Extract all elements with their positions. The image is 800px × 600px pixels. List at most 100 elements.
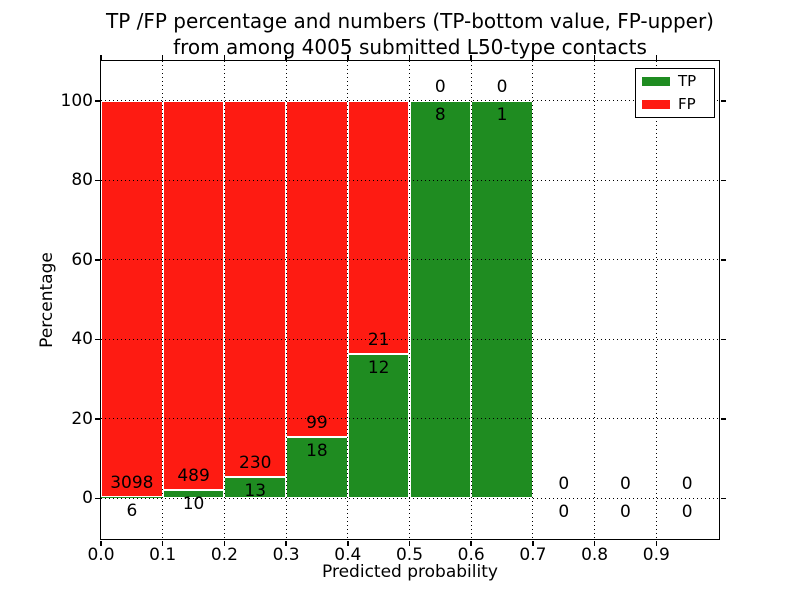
x-axis-tick-top — [100, 54, 102, 60]
x-tick-label: 0.1 — [149, 545, 177, 565]
bar-segment-tp — [409, 100, 472, 499]
bar-segment-fp — [286, 100, 348, 438]
y-axis-tick — [94, 259, 100, 261]
bar-segment-fp — [101, 100, 163, 498]
plot-area: TP FP 3098 6 489 10 230 13 99 18 21 12 0 8 0 1 0 0 0 0 0 0 0… — [61, 54, 726, 565]
y-axis-tick-right — [720, 179, 726, 181]
y-axis-tick — [94, 497, 100, 499]
x-axis-tick — [470, 540, 472, 546]
x-axis-tick — [285, 540, 287, 546]
gridline-vertical — [655, 61, 657, 539]
y-axis-tick-right — [720, 418, 726, 420]
x-axis-tick — [223, 540, 226, 546]
x-tick-label: 0.7 — [519, 545, 547, 565]
x-tick-label: 0.8 — [581, 545, 609, 565]
bar-count-fp: 21 — [367, 329, 390, 350]
y-axis-tick-right — [720, 497, 726, 499]
gridline-vertical — [470, 61, 472, 539]
y-axis-tick-right — [720, 338, 726, 340]
gridline-horizontal — [101, 100, 719, 102]
x-tick-label: 0.3 — [272, 545, 300, 565]
gridline-horizontal — [101, 259, 719, 261]
bar-count-fp: 99 — [306, 413, 328, 434]
y-axis-tick-right — [720, 100, 726, 102]
bar-segment-tp — [471, 100, 533, 499]
y-axis-tick-right — [720, 259, 726, 261]
gridline-vertical — [409, 61, 410, 539]
gridline-vertical — [223, 61, 225, 539]
y-tick-label: 0 — [82, 488, 93, 509]
x-axis-tick — [655, 540, 658, 546]
legend-label-tp: TP — [678, 72, 697, 90]
gridline-horizontal — [101, 497, 719, 499]
y-axis-tick — [94, 418, 100, 420]
bar-count-tp: 10 — [182, 494, 205, 515]
x-axis-tick-top — [347, 54, 349, 60]
bar-segment-fp — [162, 100, 225, 491]
x-tick-label: 0.5 — [395, 545, 424, 565]
x-axis-tick-top — [655, 54, 658, 60]
gridline-vertical — [532, 61, 534, 539]
x-axis-tick — [161, 540, 164, 546]
bar-count-tp: 6 — [126, 501, 138, 522]
x-axis-tick-top — [593, 54, 596, 60]
bar-segment-fp — [224, 100, 287, 477]
y-axis-tick — [94, 100, 100, 102]
gridline-vertical — [285, 61, 287, 539]
x-axis-tick — [532, 540, 534, 546]
x-axis-tick-top — [470, 54, 472, 60]
x-axis-label: Predicted probability — [322, 562, 498, 582]
legend-item-fp: FP — [642, 97, 708, 112]
bar-count-fp: 230 — [239, 452, 272, 473]
bar-count-fp: 0 — [620, 474, 631, 495]
gridline-horizontal — [101, 179, 719, 181]
bar-count-fp: 489 — [177, 466, 210, 487]
bar-count-tp: 0 — [681, 502, 693, 523]
x-axis-tick — [347, 540, 349, 546]
gridline-vertical — [162, 61, 164, 539]
y-tick-label: 100 — [60, 90, 93, 111]
x-tick-label: 0.6 — [457, 545, 485, 565]
y-tick-label: 80 — [71, 170, 93, 191]
bar-count-fp: 0 — [681, 474, 693, 495]
bar-count-tp: 18 — [306, 441, 328, 462]
gridline-vertical — [347, 61, 349, 539]
gridline-vertical — [594, 61, 596, 539]
x-tick-label: 0.2 — [210, 545, 238, 565]
y-tick-label: 20 — [71, 408, 93, 429]
bar-count-tp: 13 — [244, 480, 267, 501]
x-tick-label: 0.0 — [87, 545, 115, 565]
x-axis-tick-top — [223, 54, 226, 60]
bar-count-tp: 0 — [620, 502, 631, 523]
legend-item-tp: TP — [642, 74, 708, 89]
bar-count-tp: 0 — [558, 502, 570, 523]
gridline-horizontal — [101, 338, 719, 340]
chart-title-line1: TP /FP percentage and numbers (TP-bottom… — [106, 9, 714, 33]
legend-swatch-tp-icon — [642, 77, 670, 86]
x-axis-tick-top — [285, 54, 287, 60]
x-tick-label: 0.9 — [642, 545, 670, 565]
y-axis-tick — [94, 338, 100, 340]
x-axis-tick — [100, 540, 102, 546]
bar-count-fp: 0 — [496, 76, 508, 97]
bar-count-tp: 12 — [367, 357, 390, 378]
bar-count-tp: 1 — [496, 104, 508, 125]
legend-label-fp: FP — [678, 95, 696, 113]
y-tick-label: 40 — [71, 329, 93, 350]
y-axis-tick — [94, 179, 100, 181]
x-tick-label: 0.4 — [334, 545, 362, 565]
x-axis-tick-top — [161, 54, 164, 60]
x-axis-tick-top — [532, 54, 534, 60]
x-axis-tick — [408, 540, 411, 546]
bar-count-tp: 8 — [434, 104, 446, 125]
legend-swatch-fp-icon — [642, 100, 670, 109]
legend: TP FP — [635, 68, 715, 118]
x-axis-tick-top — [408, 54, 411, 60]
bar-count-fp: 0 — [558, 474, 570, 495]
chart-title: TP /FP percentage and numbers (TP-bottom… — [100, 8, 720, 60]
y-tick-label: 60 — [71, 249, 93, 270]
bar-count-fp: 3098 — [110, 473, 154, 494]
gridline-horizontal — [101, 418, 719, 420]
bar-count-fp: 0 — [434, 76, 446, 97]
